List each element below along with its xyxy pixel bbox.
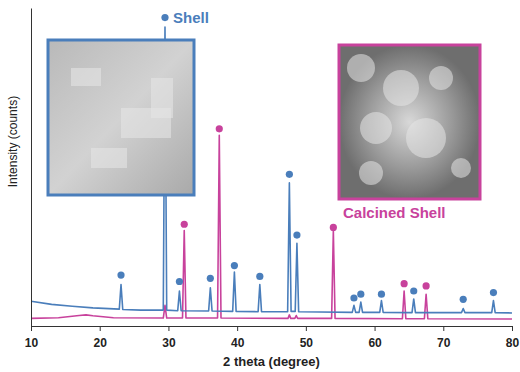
inset-texture xyxy=(406,118,446,158)
series-label: Shell xyxy=(173,9,209,26)
x-tick-label: 10 xyxy=(25,336,39,350)
peak-marker xyxy=(286,171,293,178)
x-tick-mark xyxy=(237,326,238,331)
peak-marker xyxy=(161,14,168,21)
x-tick-label: 20 xyxy=(94,336,108,350)
peak-markers xyxy=(117,14,497,303)
inset-image xyxy=(48,40,194,195)
inset-texture xyxy=(360,112,392,144)
x-tick-mark xyxy=(443,326,444,331)
peak-marker xyxy=(401,280,408,287)
x-axis-line xyxy=(32,327,513,332)
micrograph-inset xyxy=(339,45,480,199)
series-label: Calcined Shell xyxy=(343,204,446,221)
peak-marker xyxy=(460,296,467,303)
peak-marker xyxy=(410,287,417,294)
x-tick-label: 60 xyxy=(368,336,382,350)
peak-marker xyxy=(423,282,430,289)
x-axis: 10 20 30 40 50 60 70 80 xyxy=(25,326,520,350)
y-axis-line xyxy=(31,9,32,327)
x-tick: 60 xyxy=(368,326,382,350)
plot-area xyxy=(31,27,512,319)
x-tick-label: 70 xyxy=(437,336,451,350)
inset-texture xyxy=(71,68,101,86)
peak-marker xyxy=(293,231,300,238)
peak-marker xyxy=(256,273,263,280)
inset-texture xyxy=(383,70,419,106)
peak-marker xyxy=(207,275,214,282)
x-axis-title: 2 theta (degree) xyxy=(223,354,320,369)
x-tick-mark xyxy=(306,326,307,331)
peak-marker xyxy=(350,294,357,301)
micrograph-inset xyxy=(48,40,194,195)
x-tick: 40 xyxy=(231,326,245,350)
x-tick-label: 40 xyxy=(231,336,245,350)
peak-marker xyxy=(117,272,124,279)
x-tick-mark xyxy=(31,326,32,331)
peak-marker xyxy=(330,224,337,231)
series-line xyxy=(31,27,512,313)
peak-marker xyxy=(490,289,497,296)
x-tick-mark xyxy=(512,326,513,331)
x-tick-label: 50 xyxy=(300,336,314,350)
inset-texture xyxy=(151,78,173,118)
x-tick: 70 xyxy=(437,326,451,350)
peak-marker xyxy=(231,262,238,269)
x-tick-label: 30 xyxy=(162,336,176,350)
inset-texture xyxy=(429,66,453,90)
inset-image xyxy=(339,45,480,199)
x-tick: 20 xyxy=(94,326,108,350)
x-tick: 80 xyxy=(506,326,520,350)
x-tick: 50 xyxy=(300,326,314,350)
x-tick-mark xyxy=(100,326,101,331)
inset-texture xyxy=(359,161,383,185)
peak-marker xyxy=(378,291,385,298)
x-tick: 10 xyxy=(25,326,39,350)
peak-marker xyxy=(176,278,183,285)
inset-texture xyxy=(91,148,127,168)
x-tick-mark xyxy=(168,326,169,331)
peak-marker xyxy=(357,291,364,298)
y-axis-title: Intensity (counts) xyxy=(6,96,20,187)
x-tick: 30 xyxy=(162,326,176,350)
inset-texture xyxy=(347,54,375,82)
peak-marker xyxy=(181,221,188,228)
peak-marker xyxy=(216,125,223,132)
inset-texture xyxy=(451,158,471,178)
chart: 10 20 30 40 50 60 70 80 2 theta (degree) Intensit… xyxy=(0,0,520,372)
x-tick-label: 80 xyxy=(506,336,520,350)
x-tick-mark xyxy=(375,326,376,331)
y-axis xyxy=(31,9,32,327)
